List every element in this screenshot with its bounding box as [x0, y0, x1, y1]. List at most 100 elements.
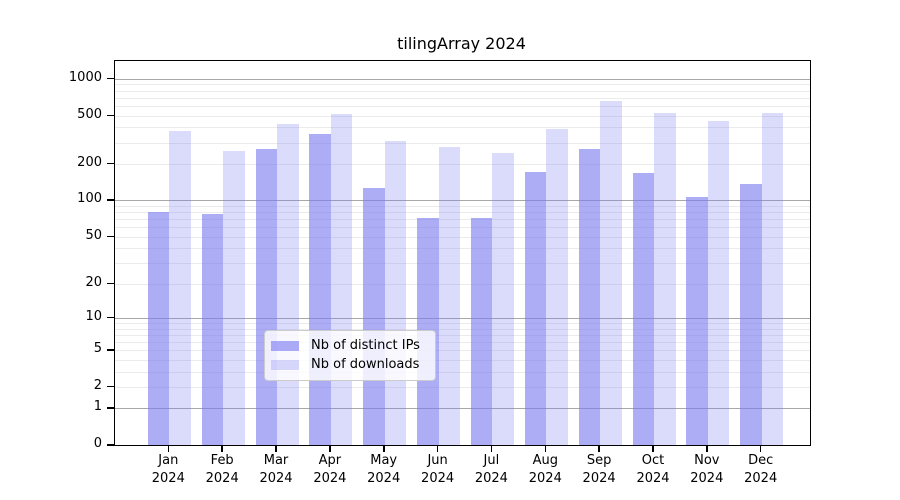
x-tick-jul [490, 445, 493, 452]
bar-jun-downloads [438, 146, 461, 445]
plot-area [114, 60, 811, 446]
gridline-minor-800 [115, 90, 810, 92]
gridline-minor-300 [115, 142, 810, 144]
bar-dec-downloads [761, 113, 784, 445]
legend-item-downloads: Nb of downloads [271, 355, 427, 374]
gridline-minor-400 [115, 127, 810, 129]
gridline-minor-700 [115, 97, 810, 99]
gridline-minor-8 [115, 328, 810, 330]
gridline-major-1000 [115, 78, 810, 80]
y-tick-100 [107, 199, 114, 201]
y-tick-500 [107, 114, 114, 116]
y-tick-label-200: 200 [77, 154, 102, 170]
x-tick-label-aug: Aug 2024 [528, 453, 562, 486]
bar-sep-distinct-ips [578, 149, 601, 445]
x-tick-label-sep: Sep 2024 [582, 453, 616, 486]
x-tick-label-dec: Dec 2024 [744, 453, 778, 486]
gridline-minor-9 [115, 323, 810, 324]
legend-label: Nb of distinct IPs [311, 338, 420, 353]
gridline-major-100 [115, 200, 810, 202]
x-tick-label-jun: Jun 2024 [421, 453, 455, 486]
x-tick-may [383, 445, 385, 452]
y-tick-label-100: 100 [77, 191, 102, 207]
gridline-minor-20 [115, 283, 810, 285]
y-tick-50 [107, 235, 114, 238]
gridline-minor-600 [115, 105, 810, 107]
y-tick-2 [107, 385, 114, 388]
x-tick-label-mar: Mar 2024 [259, 453, 293, 486]
bar-feb-distinct-ips [201, 214, 224, 445]
x-tick-label-jul: Jul 2024 [474, 453, 508, 486]
y-tick-label-0: 0 [93, 436, 102, 451]
legend-label: Nb of downloads [311, 357, 420, 372]
bar-mar-downloads [277, 123, 299, 445]
bar-aug-distinct-ips [524, 171, 547, 445]
y-tick-label-2: 2 [93, 377, 102, 393]
bar-oct-distinct-ips [632, 173, 654, 445]
x-tick-aug [544, 445, 546, 452]
y-tick-5 [107, 349, 114, 351]
x-tick-label-feb: Feb 2024 [205, 453, 239, 486]
y-tick-label-1: 1 [93, 399, 102, 415]
gridline-minor-30 [115, 263, 810, 264]
y-tick-200 [107, 162, 114, 165]
x-tick-jun [436, 445, 439, 452]
bar-jul-downloads [492, 153, 514, 445]
gridline-minor-3 [115, 371, 810, 373]
gridline-minor-900 [115, 84, 810, 86]
gridline-minor-90 [115, 205, 810, 207]
bar-apr-downloads [330, 113, 353, 445]
bar-feb-downloads [223, 150, 245, 445]
bar-mar-distinct-ips [255, 148, 277, 445]
x-tick-apr [329, 445, 331, 452]
gridline-minor-500 [115, 115, 810, 117]
bar-dec-distinct-ips [740, 183, 762, 445]
bar-may-downloads [384, 141, 407, 445]
y-tick-0 [107, 444, 114, 446]
bar-aug-downloads [546, 128, 568, 445]
y-tick-label-5: 5 [93, 341, 102, 356]
legend: Nb of distinct IPs Nb of downloads [264, 330, 436, 381]
x-tick-mar [275, 445, 277, 452]
y-tick-label-1000: 1000 [68, 69, 102, 85]
bar-jul-distinct-ips [470, 217, 493, 445]
gridline-minor-5 [115, 350, 810, 351]
x-tick-dec [759, 445, 762, 452]
bar-nov-distinct-ips [686, 197, 708, 445]
gridline-minor-200 [115, 163, 810, 165]
y-tick-label-50: 50 [85, 227, 102, 243]
gridline-minor-7 [115, 334, 810, 336]
x-tick-label-nov: Nov 2024 [690, 453, 724, 486]
y-tick-1 [107, 407, 114, 409]
gridline-minor-4 [115, 359, 810, 361]
x-tick-label-may: May 2024 [367, 453, 401, 486]
gridline-minor-80 [115, 212, 810, 214]
gridline-major-10 [115, 317, 810, 319]
x-tick-label-oct: Oct 2024 [636, 453, 670, 486]
x-tick-sep [598, 445, 600, 452]
bar-sep-downloads [600, 100, 622, 445]
gridline-minor-2 [115, 386, 810, 388]
gridline-minor-70 [115, 219, 810, 221]
gridline-minor-40 [115, 248, 810, 250]
gridline-minor-6 [115, 341, 810, 343]
bar-nov-downloads [707, 120, 730, 445]
y-tick-label-20: 20 [85, 274, 102, 290]
x-tick-oct [652, 445, 654, 452]
distinct-ips-swatch-icon [271, 340, 299, 351]
y-tick-1000 [107, 77, 114, 80]
x-tick-jan [167, 445, 170, 452]
bar-jan-downloads [169, 130, 191, 445]
bar-jan-distinct-ips [147, 212, 170, 445]
bar-oct-downloads [654, 113, 676, 445]
gridline-major-1 [115, 408, 810, 410]
gridline-minor-60 [115, 227, 810, 229]
y-tick-10 [107, 316, 114, 319]
bar-may-distinct-ips [363, 187, 385, 445]
x-tick-nov [706, 445, 708, 452]
chart-title: tilingArray 2024 [397, 34, 526, 53]
y-tick-label-10: 10 [85, 308, 102, 324]
x-tick-label-apr: Apr 2024 [313, 453, 347, 486]
y-tick-label-500: 500 [77, 106, 102, 122]
